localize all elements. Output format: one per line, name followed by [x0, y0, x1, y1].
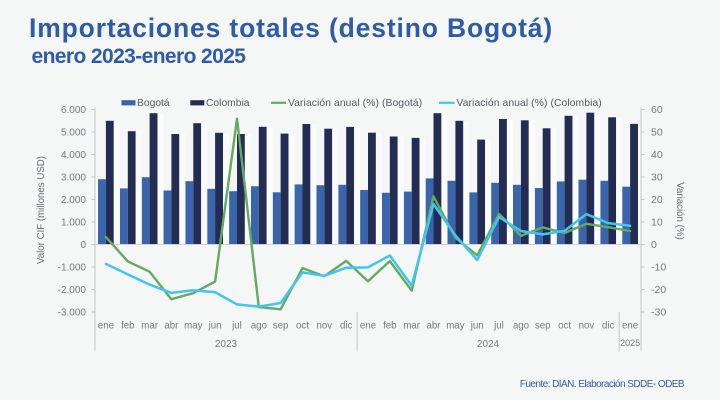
svg-text:Bogotá: Bogotá: [137, 98, 170, 109]
svg-text:10: 10: [651, 217, 663, 229]
svg-text:ago: ago: [251, 321, 267, 332]
svg-text:nov: nov: [316, 321, 332, 332]
svg-text:oct: oct: [296, 321, 309, 332]
svg-text:dic: dic: [340, 321, 353, 332]
svg-text:2023: 2023: [215, 339, 238, 350]
svg-text:-1.000: -1.000: [58, 262, 87, 273]
svg-text:mar: mar: [141, 321, 158, 332]
svg-text:feb: feb: [121, 321, 134, 332]
svg-text:Colombia: Colombia: [206, 98, 250, 109]
svg-text:3.000: 3.000: [61, 172, 86, 183]
svg-text:-2.000: -2.000: [58, 285, 87, 296]
svg-text:20: 20: [651, 194, 663, 206]
svg-text:Variación anual (%) (Colombia): Variación anual (%) (Colombia): [457, 98, 602, 109]
svg-text:ene: ene: [360, 321, 376, 332]
svg-text:-30: -30: [651, 307, 666, 319]
svg-text:1.000: 1.000: [61, 217, 86, 228]
svg-text:feb: feb: [383, 321, 396, 332]
svg-text:mar: mar: [403, 321, 420, 332]
svg-text:jul: jul: [493, 321, 504, 332]
svg-text:may: may: [184, 321, 202, 332]
svg-text:oct: oct: [558, 321, 571, 332]
svg-text:ago: ago: [513, 321, 529, 332]
svg-text:6.000: 6.000: [61, 105, 86, 116]
svg-text:40: 40: [651, 149, 663, 161]
svg-text:Importaciones totales (destino: Importaciones totales (destino Bogotá): [29, 13, 553, 43]
svg-text:2.000: 2.000: [61, 195, 86, 206]
svg-text:jun: jun: [470, 321, 484, 332]
svg-text:sep: sep: [535, 321, 551, 332]
svg-text:enero 2023-enero 2025: enero 2023-enero 2025: [32, 45, 247, 68]
svg-text:0: 0: [651, 239, 657, 251]
svg-text:abr: abr: [164, 321, 179, 332]
svg-text:Variación anual (%) (Bogotá): Variación anual (%) (Bogotá): [288, 98, 422, 109]
svg-text:jun: jun: [208, 321, 222, 332]
svg-text:-3.000: -3.000: [58, 307, 87, 318]
svg-text:Valor CIF (millones USD): Valor CIF (millones USD): [36, 156, 47, 264]
svg-text:sep: sep: [273, 321, 289, 332]
svg-text:nov: nov: [579, 321, 595, 332]
svg-text:0: 0: [80, 240, 86, 251]
svg-text:Variación (%): Variación (%): [674, 182, 685, 239]
svg-text:may: may: [446, 321, 464, 332]
svg-text:dic: dic: [602, 321, 615, 332]
svg-text:2025: 2025: [620, 338, 640, 348]
svg-text:-20: -20: [651, 284, 666, 296]
svg-text:-10: -10: [651, 262, 666, 274]
svg-text:2024: 2024: [477, 339, 500, 350]
svg-text:ene: ene: [622, 321, 638, 332]
svg-text:Fuente: DIAN. Elaboración SDDE: Fuente: DIAN. Elaboración SDDE- ODEB: [520, 379, 685, 390]
svg-text:5.000: 5.000: [61, 127, 86, 138]
svg-text:30: 30: [651, 172, 663, 184]
svg-text:ene: ene: [98, 321, 114, 332]
svg-text:4.000: 4.000: [61, 150, 86, 161]
svg-text:50: 50: [651, 127, 663, 139]
svg-text:60: 60: [651, 104, 663, 116]
svg-text:abr: abr: [426, 321, 441, 332]
svg-text:jul: jul: [231, 321, 242, 332]
